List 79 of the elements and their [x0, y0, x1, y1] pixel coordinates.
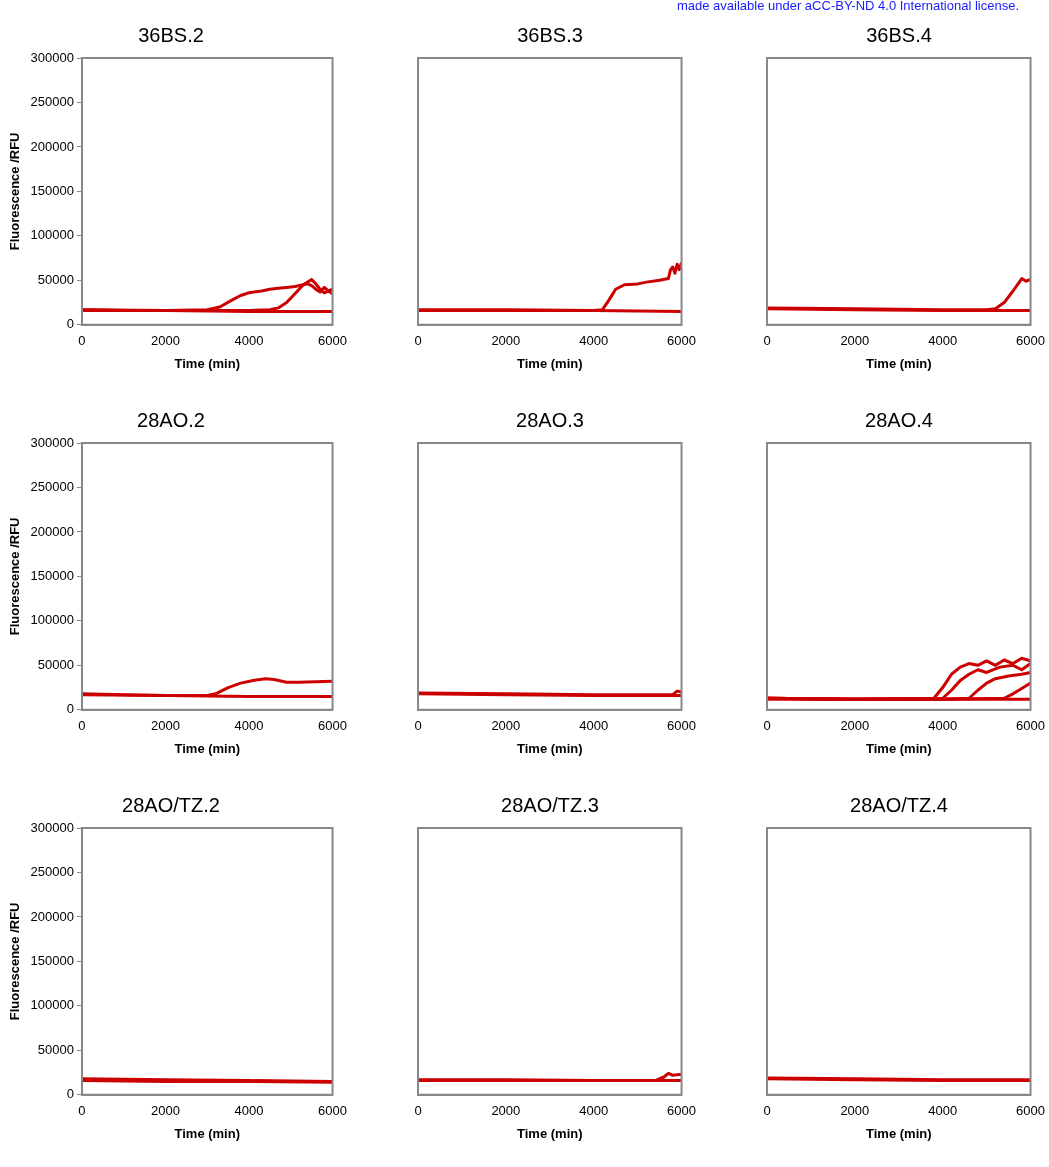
chart-title: 28AO.3 — [516, 408, 584, 431]
x-tick-label: 6000 — [667, 1103, 696, 1119]
x-axis-title: Time (min) — [517, 740, 583, 756]
x-tick-label: 0 — [78, 1103, 86, 1119]
x-tick-label: 2000 — [840, 333, 870, 349]
y-tick-label: 300000 — [30, 819, 74, 835]
x-tick-label: 6000 — [1016, 333, 1045, 349]
x-tick-label: 2000 — [151, 1103, 180, 1119]
x-tick-label: 6000 — [1016, 1103, 1045, 1119]
x-tick-label: 4000 — [234, 718, 264, 734]
x-tick-label: 4000 — [928, 333, 958, 349]
x-axis-title: Time (min) — [517, 1125, 583, 1141]
x-tick-label: 4000 — [234, 1103, 264, 1119]
x-axis-title: Time (min) — [866, 355, 932, 371]
chart-title: 36BS.3 — [517, 23, 583, 46]
y-tick-label: 0 — [66, 1086, 74, 1102]
x-tick-label: 0 — [763, 1103, 771, 1119]
x-tick-label: 4000 — [579, 1103, 609, 1119]
x-tick-label: 6000 — [318, 718, 347, 734]
x-axis-title: Time (min) — [517, 355, 583, 371]
x-tick-label: 2000 — [491, 333, 521, 349]
x-tick-label: 6000 — [667, 718, 696, 734]
x-tick-label: 0 — [414, 718, 422, 734]
chart-title: 28AO/TZ.4 — [850, 793, 948, 816]
x-tick-label: 2000 — [491, 1103, 521, 1119]
x-tick-label: 6000 — [667, 333, 696, 349]
chart-title: 36BS.4 — [866, 23, 932, 46]
y-tick-label: 250000 — [30, 94, 74, 110]
chart-title: 28AO.2 — [137, 408, 205, 431]
x-tick-label: 2000 — [491, 718, 521, 734]
y-tick-label: 0 — [66, 701, 74, 717]
x-tick-label: 6000 — [318, 1103, 347, 1119]
y-tick-label: 250000 — [30, 864, 74, 880]
y-tick-label: 100000 — [30, 227, 74, 243]
text: made available under aCC-BY-ND 4.0 International license. — [675, 0, 1020, 13]
y-axis-title: Fluorescence /RFU — [7, 902, 23, 1021]
x-tick-label: 0 — [78, 333, 86, 349]
x-axis-title: Time (min) — [866, 740, 932, 756]
y-tick-label: 200000 — [30, 908, 74, 924]
x-tick-label: 0 — [414, 333, 422, 349]
y-tick-label: 150000 — [30, 567, 74, 583]
x-tick-label: 6000 — [318, 333, 347, 349]
x-tick-label: 4000 — [928, 718, 958, 734]
x-tick-label: 4000 — [579, 333, 609, 349]
x-axis-title: Time (min) — [174, 740, 241, 756]
x-tick-label: 2000 — [840, 1103, 870, 1119]
x-tick-label: 0 — [763, 718, 771, 734]
y-axis-title: Fluorescence /RFU — [7, 132, 23, 251]
x-tick-label: 4000 — [579, 718, 609, 734]
chart-title: 36BS.2 — [138, 23, 204, 46]
y-tick-label: 200000 — [30, 523, 74, 539]
x-tick-label: 4000 — [234, 333, 264, 349]
x-tick-label: 2000 — [840, 718, 870, 734]
y-tick-label: 150000 — [30, 182, 74, 198]
y-tick-label: 300000 — [30, 49, 74, 65]
y-tick-label: 100000 — [30, 612, 74, 628]
chart-title: 28AO.4 — [865, 408, 933, 431]
x-axis-title: Time (min) — [866, 1125, 932, 1141]
chart-title: 28AO/TZ.2 — [122, 793, 220, 816]
y-tick-label: 100000 — [30, 997, 74, 1013]
x-axis-title: Time (min) — [174, 1125, 241, 1141]
y-axis-title: Fluorescence /RFU — [7, 517, 23, 636]
x-tick-label: 0 — [78, 718, 86, 734]
y-tick-label: 0 — [66, 316, 74, 332]
y-tick-label: 50000 — [37, 271, 74, 287]
x-tick-label: 2000 — [151, 333, 180, 349]
y-tick-label: 250000 — [30, 479, 74, 495]
y-tick-label: 50000 — [37, 1041, 74, 1057]
y-tick-label: 150000 — [30, 952, 74, 968]
y-tick-label: 300000 — [30, 434, 74, 450]
chart-title: 28AO/TZ.3 — [501, 793, 599, 816]
x-tick-label: 6000 — [1016, 718, 1045, 734]
x-tick-label: 0 — [414, 1103, 422, 1119]
x-axis-title: Time (min) — [174, 355, 241, 371]
y-tick-label: 200000 — [30, 138, 74, 154]
x-tick-label: 0 — [763, 333, 771, 349]
x-tick-label: 4000 — [928, 1103, 958, 1119]
x-tick-label: 2000 — [151, 718, 180, 734]
y-tick-label: 50000 — [37, 656, 74, 672]
